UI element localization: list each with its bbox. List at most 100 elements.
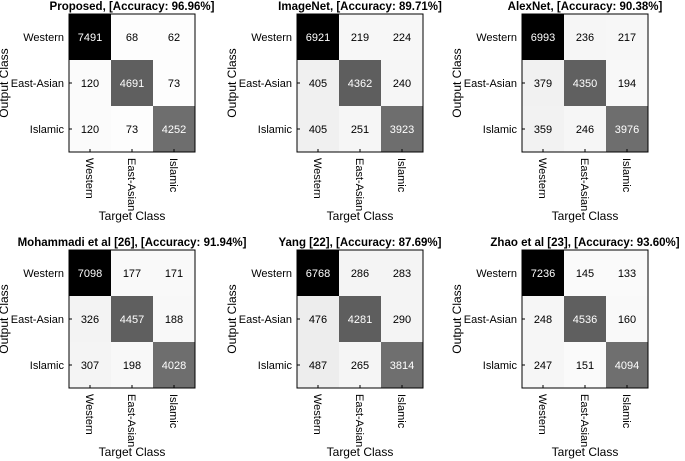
matrix-cell: [606, 250, 648, 296]
confusion-matrix-2: 6921 219 224 405 4362 240 405 251 3923 Western Eas…: [225, 1, 442, 223]
x-tick-label: East-Asian: [125, 158, 137, 211]
cell-value: 4094: [615, 360, 639, 372]
matrix-cell: [564, 250, 606, 296]
x-tick-label: Western: [83, 158, 95, 199]
matrix-cell: [297, 250, 339, 296]
matrix-cell: [111, 342, 153, 388]
x-tick-label: Islamic: [395, 158, 407, 193]
confusion-matrix-5: 6768 286 283 476 4281 290 487 265 3814 Western Eas…: [225, 237, 442, 459]
cell-value: 3814: [390, 360, 414, 372]
matrix-cell: [339, 250, 381, 296]
cell-value: 4252: [162, 124, 186, 136]
matrix-cell: [339, 296, 381, 342]
matrix-cell: [339, 14, 381, 60]
y-tick-label: East-Asian: [11, 314, 64, 326]
matrix-cell: [297, 106, 339, 152]
cell-value: 283: [393, 268, 411, 280]
cell-value: 4350: [573, 78, 597, 90]
cell-value: 198: [123, 360, 141, 372]
x-tick-label: Islamic: [620, 158, 632, 193]
x-axis-label: Target Class: [99, 445, 166, 459]
x-tick-label: Western: [311, 158, 323, 199]
x-tick-label: East-Asian: [578, 394, 590, 447]
cell-value: 4691: [120, 78, 144, 90]
matrix-cell: [606, 14, 648, 60]
cell-value: 6993: [531, 32, 555, 44]
cell-value: 487: [309, 360, 327, 372]
matrix-cell: [153, 250, 195, 296]
cell-value: 246: [576, 124, 594, 136]
matrix-cell: [564, 342, 606, 388]
y-tick-label: East-Asian: [239, 78, 292, 90]
matrix-cell: [606, 342, 648, 388]
chart-title: ImageNet, [Accuracy: 89.71%]: [278, 1, 442, 13]
x-tick-label: Islamic: [620, 394, 632, 429]
cell-value: 286: [351, 268, 369, 280]
matrix-cell: [111, 60, 153, 106]
y-tick-label: Western: [251, 268, 292, 280]
matrix-cell: [69, 250, 111, 296]
matrix-cell: [522, 106, 564, 152]
matrix-cell: [69, 60, 111, 106]
x-axis-label: Target Class: [552, 209, 619, 223]
x-tick-label: East-Asian: [125, 394, 137, 447]
y-axis-label: Output Class: [225, 284, 239, 353]
matrix-cell: [111, 106, 153, 152]
matrix-cell: [153, 14, 195, 60]
x-axis-label: Target Class: [552, 445, 619, 459]
cell-value: 4028: [162, 360, 186, 372]
matrix-cell: [522, 60, 564, 106]
y-tick-label: Islamic: [483, 360, 518, 372]
matrix-cell: [522, 14, 564, 60]
matrix-cell: [606, 296, 648, 342]
cell-value: 240: [393, 78, 411, 90]
chart-title: Zhao et al [23], [Accuracy: 93.60%]: [490, 237, 679, 249]
x-tick-label: Western: [536, 158, 548, 199]
cell-value: 177: [123, 268, 141, 280]
cell-value: 7491: [78, 32, 102, 44]
confusion-matrix-1: 7491 68 62 120 4691 73 120 73 4252 Western East-As…: [0, 1, 215, 223]
y-tick-label: Western: [476, 32, 517, 44]
cell-value: 265: [351, 360, 369, 372]
cell-value: 236: [576, 32, 594, 44]
matrix-cell: [564, 296, 606, 342]
y-tick-label: Islamic: [258, 360, 293, 372]
cell-value: 3923: [390, 124, 414, 136]
matrix-cell: [111, 296, 153, 342]
matrix-cell: [339, 342, 381, 388]
x-tick-label: Western: [536, 394, 548, 435]
cell-value: 219: [351, 32, 369, 44]
matrix-cell: [522, 250, 564, 296]
matrix-cell: [606, 60, 648, 106]
cell-value: 6768: [306, 268, 330, 280]
matrix-cell: [69, 106, 111, 152]
x-tick-label: Islamic: [395, 394, 407, 429]
y-tick-label: Islamic: [30, 360, 65, 372]
cell-value: 171: [165, 268, 183, 280]
x-tick-label: East-Asian: [353, 394, 365, 447]
matrix-cell: [297, 342, 339, 388]
matrix-cell: [69, 342, 111, 388]
cell-value: 7236: [531, 268, 555, 280]
cell-value: 62: [168, 32, 180, 44]
y-tick-label: East-Asian: [464, 78, 517, 90]
matrix-cell: [522, 342, 564, 388]
cell-value: 4281: [348, 314, 372, 326]
matrix-cell: [111, 14, 153, 60]
y-tick-label: East-Asian: [11, 78, 64, 90]
matrix-cell: [381, 250, 423, 296]
cell-value: 405: [309, 124, 327, 136]
chart-title: Mohammadi et al [26], [Accuracy: 91.94%]: [18, 237, 247, 249]
cell-value: 4536: [573, 314, 597, 326]
cell-value: 476: [309, 314, 327, 326]
x-axis-label: Target Class: [327, 209, 394, 223]
cell-value: 120: [81, 124, 99, 136]
x-tick-label: East-Asian: [578, 158, 590, 211]
cell-value: 307: [81, 360, 99, 372]
y-tick-label: East-Asian: [239, 314, 292, 326]
cell-value: 248: [534, 314, 552, 326]
y-axis-label: Output Class: [225, 48, 239, 117]
cell-value: 160: [618, 314, 636, 326]
matrix-cell: [381, 106, 423, 152]
